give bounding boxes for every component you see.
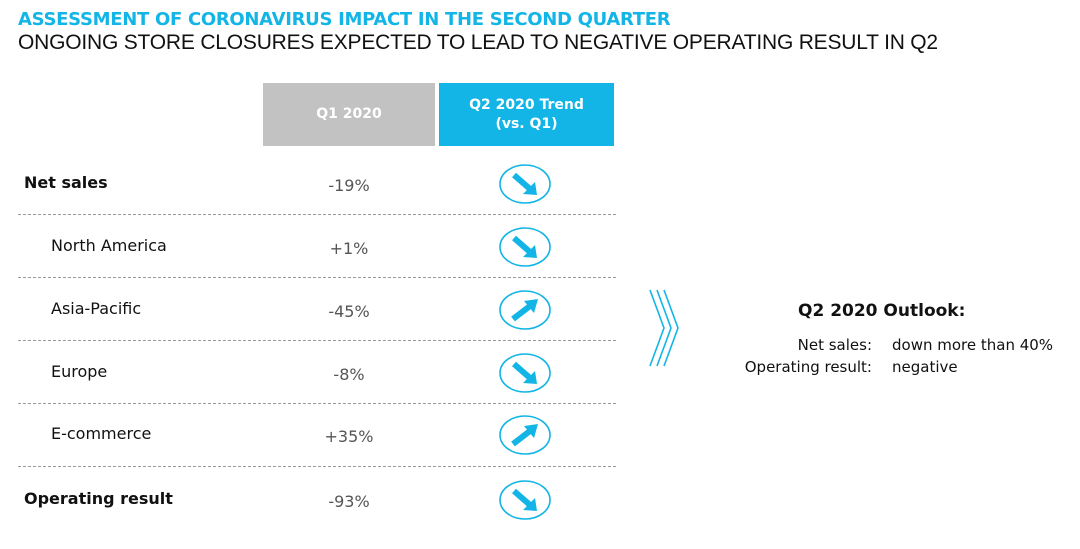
page-title: ASSESSMENT OF CORONAVIRUS IMPACT IN THE … <box>18 9 671 30</box>
page-subtitle: ONGOING STORE CLOSURES EXPECTED TO LEAD … <box>18 31 938 54</box>
row-divider <box>18 277 616 278</box>
outlook-title: Q2 2020 Outlook: <box>798 301 966 321</box>
table-row-e-commerce: E-commerce +35% <box>0 404 620 466</box>
row-value: -8% <box>333 365 365 384</box>
table-row-north-america: North America +1% <box>0 215 620 277</box>
row-label: Operating result <box>24 489 173 508</box>
double-chevron-right-icon <box>649 289 679 367</box>
row-divider <box>18 340 616 341</box>
arrow-up-right-icon <box>499 290 551 330</box>
column-header-q2-line1: Q2 2020 Trend <box>469 97 584 114</box>
arrow-down-right-icon <box>499 480 551 520</box>
arrow-down-right-icon <box>499 353 551 393</box>
table-row-europe: Europe -8% <box>0 341 620 403</box>
row-value: +35% <box>324 427 374 446</box>
row-divider <box>18 403 616 404</box>
row-label: Net sales <box>24 173 108 192</box>
table-row-net-sales: Net sales -19% <box>0 152 620 214</box>
column-header-q2-line2: (vs. Q1) <box>495 115 558 132</box>
arrow-down-right-icon <box>499 164 551 204</box>
table-row-operating-result: Operating result -93% <box>0 467 620 529</box>
row-value: -45% <box>328 302 370 321</box>
row-label: Asia-Pacific <box>51 299 142 318</box>
outlook-value-operating-result: negative <box>892 358 958 376</box>
arrow-up-right-icon <box>499 415 551 455</box>
row-divider <box>18 466 616 467</box>
row-value: -19% <box>328 176 370 195</box>
row-label: North America <box>51 236 167 255</box>
column-header-q2-trend: Q2 2020 Trend (vs. Q1) <box>439 83 614 146</box>
table-row-asia-pacific: Asia-Pacific -45% <box>0 278 620 340</box>
outlook-label-net-sales: Net sales: <box>797 336 872 354</box>
row-label: E-commerce <box>51 424 152 443</box>
row-label: Europe <box>51 362 108 381</box>
column-header-q1: Q1 2020 <box>263 83 435 146</box>
arrow-down-right-icon <box>499 227 551 267</box>
outlook-value-net-sales: down more than 40% <box>892 336 1054 354</box>
row-value: -93% <box>328 492 370 511</box>
row-value: +1% <box>329 239 369 258</box>
row-divider <box>18 214 616 215</box>
outlook-label-operating-result: Operating result: <box>744 358 872 376</box>
